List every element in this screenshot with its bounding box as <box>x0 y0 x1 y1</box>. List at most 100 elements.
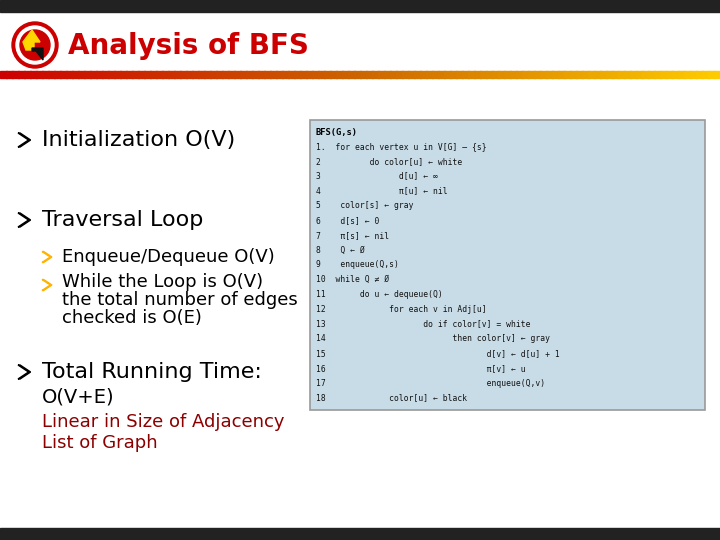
Bar <box>234 71 241 78</box>
Bar <box>90 71 97 78</box>
Circle shape <box>20 30 50 60</box>
Bar <box>474 71 481 78</box>
Text: 17                                 enqueue(Q,v): 17 enqueue(Q,v) <box>316 379 545 388</box>
Bar <box>384 71 391 78</box>
Bar <box>6 71 13 78</box>
Bar <box>12 71 19 78</box>
Bar <box>372 71 379 78</box>
Bar <box>636 71 643 78</box>
Bar <box>654 71 661 78</box>
Bar <box>240 71 247 78</box>
Bar <box>522 71 529 78</box>
Bar <box>444 71 451 78</box>
Bar <box>310 120 705 410</box>
Bar <box>582 71 589 78</box>
Bar <box>564 71 571 78</box>
Text: 3                d[u] ← ∞: 3 d[u] ← ∞ <box>316 172 438 180</box>
Text: 18             color[u] ← black: 18 color[u] ← black <box>316 394 467 403</box>
Bar <box>606 71 613 78</box>
Bar <box>342 71 349 78</box>
Text: O(V+E): O(V+E) <box>42 388 114 407</box>
Text: 14                          then color[v] ← gray: 14 then color[v] ← gray <box>316 334 550 343</box>
Bar <box>294 71 301 78</box>
Bar <box>84 71 91 78</box>
Bar <box>216 71 223 78</box>
Bar <box>408 71 415 78</box>
Text: 5    color[s] ← gray: 5 color[s] ← gray <box>316 201 413 210</box>
Bar <box>264 71 271 78</box>
Polygon shape <box>18 365 30 379</box>
Text: Linear in Size of Adjacency: Linear in Size of Adjacency <box>42 413 284 431</box>
Bar <box>630 71 637 78</box>
Text: 8    Q ← Ø: 8 Q ← Ø <box>316 246 365 254</box>
Bar <box>48 71 55 78</box>
Bar <box>618 71 625 78</box>
Text: 7    π[s] ← nil: 7 π[s] ← nil <box>316 231 389 240</box>
Bar <box>78 71 85 78</box>
Bar <box>288 71 295 78</box>
Bar <box>186 71 193 78</box>
Bar <box>480 71 487 78</box>
Text: 16                                 π[v] ← u: 16 π[v] ← u <box>316 364 526 373</box>
Text: 6    d[s] ← 0: 6 d[s] ← 0 <box>316 216 379 225</box>
Bar <box>330 71 337 78</box>
Text: Total Running Time:: Total Running Time: <box>42 362 262 382</box>
Bar <box>66 71 73 78</box>
Bar <box>678 71 685 78</box>
Bar <box>486 71 493 78</box>
Bar <box>204 71 211 78</box>
Bar <box>648 71 655 78</box>
Polygon shape <box>18 213 30 227</box>
Bar <box>150 71 157 78</box>
Bar <box>0 0 720 12</box>
Bar <box>354 71 361 78</box>
Bar <box>258 71 265 78</box>
Polygon shape <box>18 133 30 147</box>
Bar <box>300 71 307 78</box>
Bar <box>246 71 253 78</box>
Bar <box>672 71 679 78</box>
Bar <box>222 71 229 78</box>
Bar <box>492 71 499 78</box>
Bar <box>138 71 145 78</box>
Bar <box>624 71 631 78</box>
Bar <box>252 71 259 78</box>
Bar <box>546 71 553 78</box>
Bar <box>420 71 427 78</box>
Bar <box>198 71 205 78</box>
Bar <box>510 71 517 78</box>
Bar <box>612 71 619 78</box>
Text: 15                                 d[v] ← d[u] + 1: 15 d[v] ← d[u] + 1 <box>316 349 559 358</box>
Text: 29: 29 <box>689 528 705 540</box>
Text: 12             for each v in Adj[u]: 12 for each v in Adj[u] <box>316 305 487 314</box>
Bar <box>702 71 709 78</box>
Text: Analysis of BFS: Analysis of BFS <box>68 32 309 60</box>
Circle shape <box>16 26 54 64</box>
Bar <box>570 71 577 78</box>
Bar <box>516 71 523 78</box>
Bar <box>558 71 565 78</box>
Bar <box>312 71 319 78</box>
Bar <box>660 71 667 78</box>
Bar <box>696 71 703 78</box>
Text: BFS(G,s): BFS(G,s) <box>316 128 358 137</box>
Bar <box>276 71 283 78</box>
Bar <box>132 71 139 78</box>
Bar <box>594 71 601 78</box>
Bar <box>426 71 433 78</box>
Bar <box>24 71 31 78</box>
Bar <box>174 71 181 78</box>
Text: 4                π[u] ← nil: 4 π[u] ← nil <box>316 186 448 195</box>
Bar <box>30 71 37 78</box>
Bar <box>468 71 475 78</box>
Bar <box>432 71 439 78</box>
Bar <box>666 71 673 78</box>
Bar <box>528 71 535 78</box>
Bar <box>534 71 541 78</box>
Bar <box>162 71 169 78</box>
Bar <box>360 71 367 78</box>
Bar <box>0 78 720 528</box>
Bar <box>72 71 79 78</box>
Text: Enqueue/Dequeue O(V): Enqueue/Dequeue O(V) <box>62 248 275 266</box>
Bar <box>96 71 103 78</box>
